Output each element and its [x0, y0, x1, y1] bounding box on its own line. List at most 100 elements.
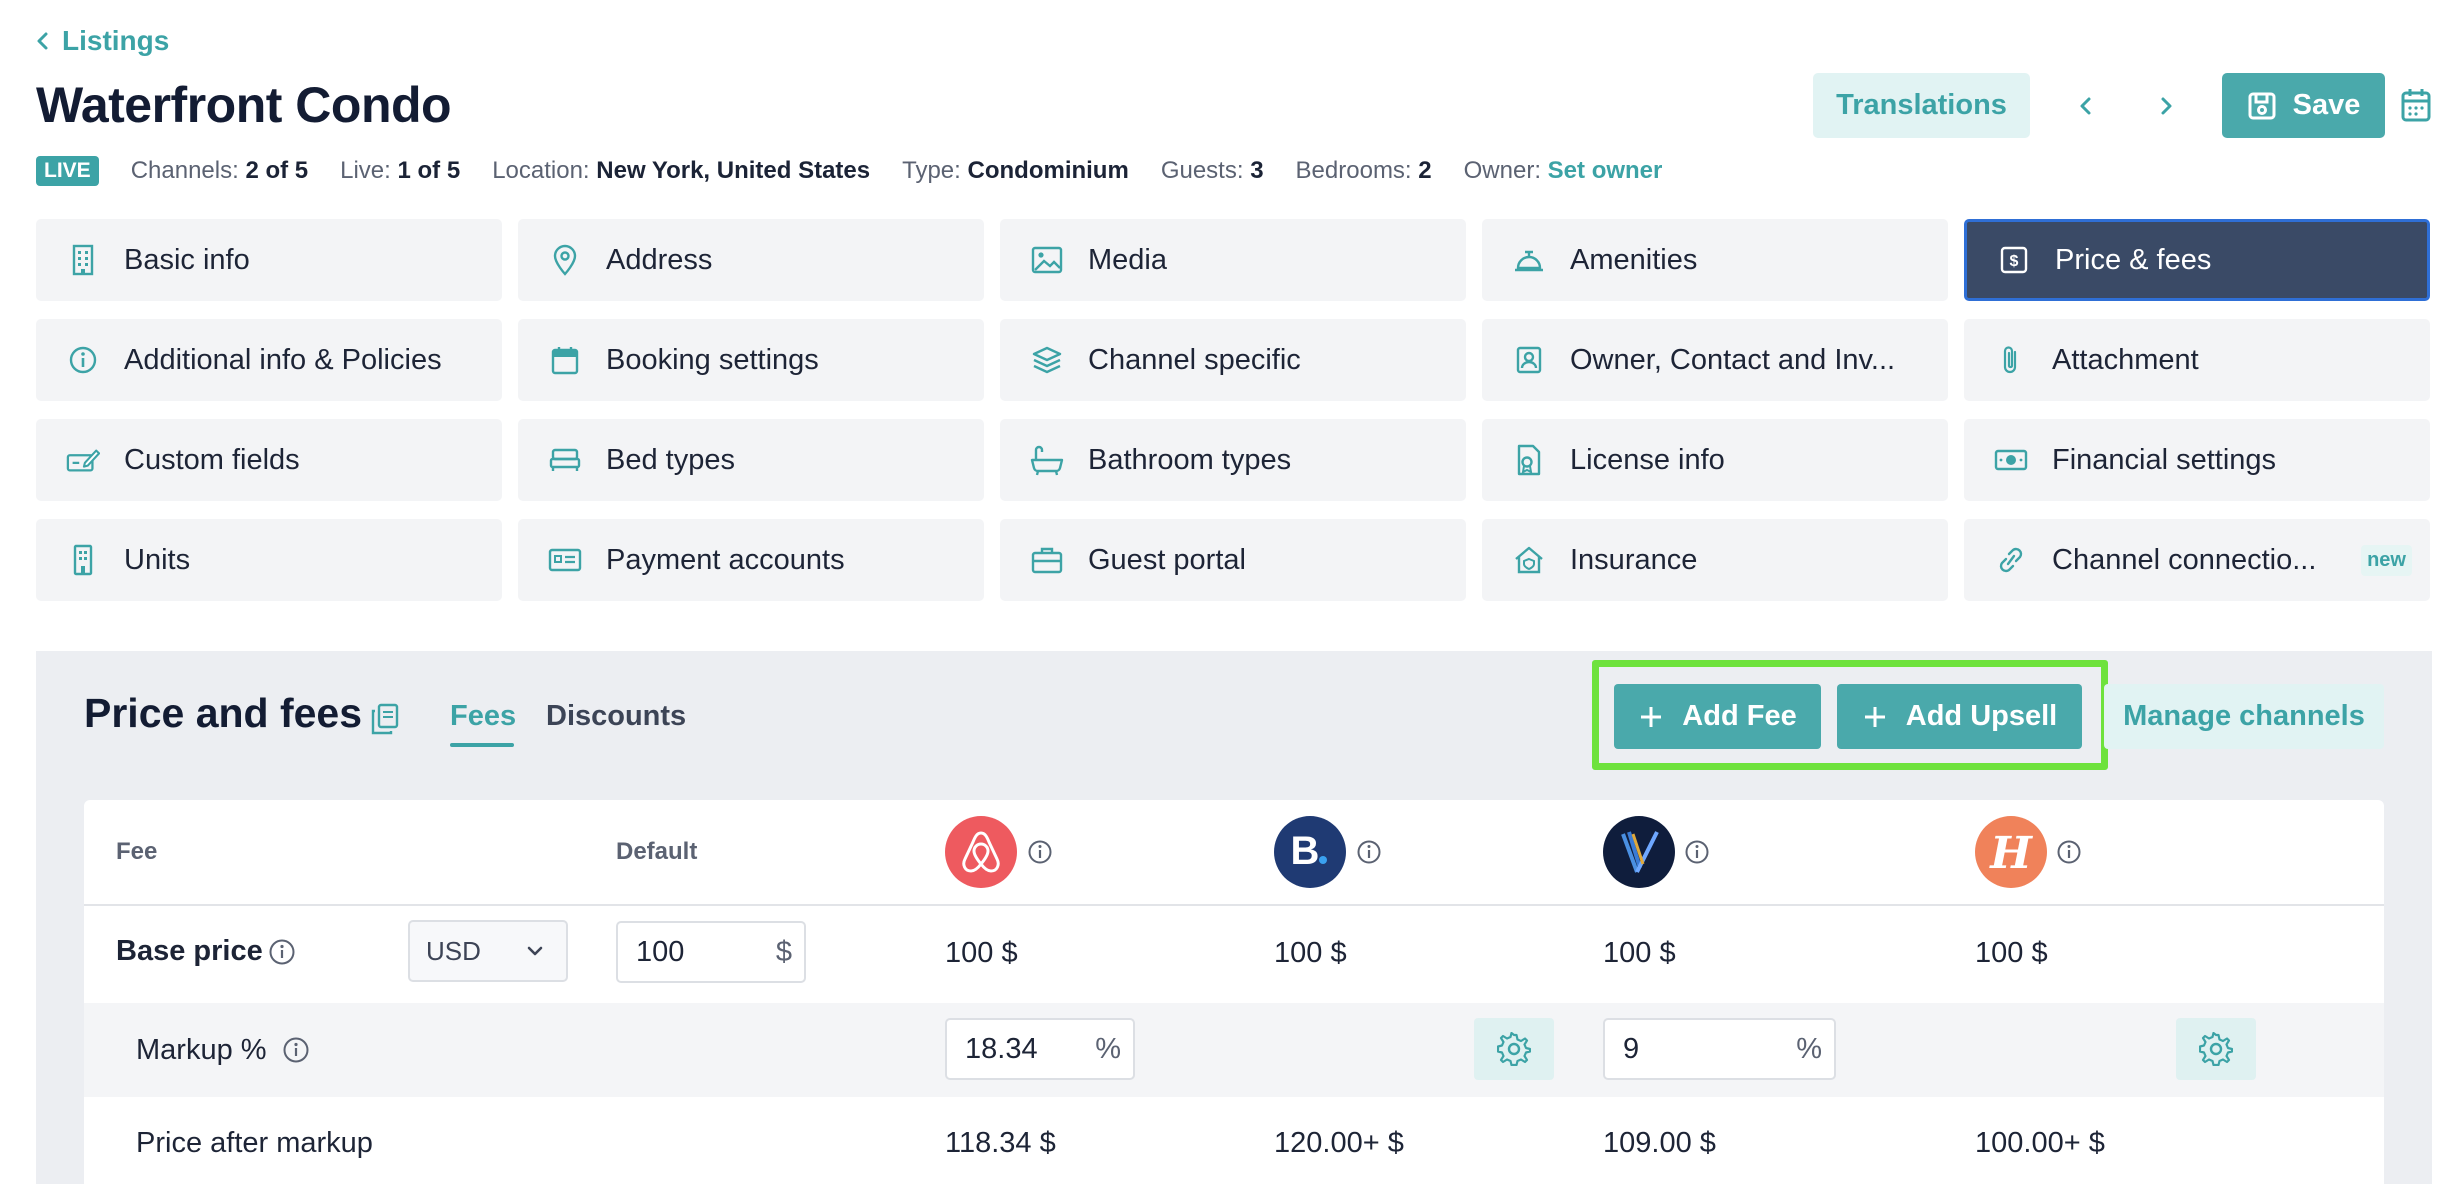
info-icon[interactable] [268, 938, 296, 966]
houfy-markup-settings-button[interactable] [2176, 1018, 2256, 1080]
tile-basic-info[interactable]: Basic info [36, 219, 502, 301]
tile-owner-contact[interactable]: Owner, Contact and Inv... [1482, 319, 1948, 401]
service-bell-icon [1512, 243, 1546, 277]
tile-channel-specific[interactable]: Channel specific [1000, 319, 1466, 401]
add-fee-button[interactable]: Add Fee [1614, 684, 1821, 749]
edit-field-icon [66, 443, 100, 477]
tile-amenities[interactable]: Amenities [1482, 219, 1948, 301]
tile-guest-portal[interactable]: Guest portal [1000, 519, 1466, 601]
markup-airbnb-input[interactable]: 18.34 % [945, 1018, 1135, 1080]
add-upsell-button[interactable]: Add Upsell [1837, 684, 2082, 749]
listing-meta: LIVE Channels: 2 of 5 Live: 1 of 5 Locat… [36, 154, 1694, 188]
tile-custom-fields[interactable]: Custom fields [36, 419, 502, 501]
type-meta: Type: Condominium [902, 157, 1129, 184]
tab-fees[interactable]: Fees [450, 700, 517, 732]
tile-bed-types[interactable]: Bed types [518, 419, 984, 501]
tile-financial-settings[interactable]: Financial settings [1964, 419, 2430, 501]
tile-insurance[interactable]: Insurance [1482, 519, 1948, 601]
info-icon[interactable] [282, 1036, 310, 1064]
new-badge: new [2361, 544, 2412, 576]
price-after-markup-vrbo: 109.00 $ [1603, 1127, 1716, 1159]
next-listing-button[interactable] [2146, 86, 2186, 126]
back-link-label: Listings [62, 25, 170, 56]
add-upsell-label: Add Upsell [1905, 700, 2058, 732]
calendar-icon [548, 343, 582, 377]
listing-sections-grid: Basic info Address Media Amenities $ Pri… [36, 219, 2430, 601]
tile-additional-info[interactable]: Additional info & Policies [36, 319, 502, 401]
info-icon[interactable] [2056, 839, 2082, 865]
airbnb-logo [945, 816, 1017, 888]
map-pin-icon [548, 243, 582, 277]
house-shield-icon [1512, 543, 1546, 577]
plus-icon [1638, 704, 1664, 730]
contact-card-icon [1512, 343, 1546, 377]
dollar-square-icon: $ [1997, 243, 2031, 277]
tile-media[interactable]: Media [1000, 219, 1466, 301]
tile-attachment[interactable]: Attachment [1964, 319, 2430, 401]
manage-channels-button[interactable]: Manage channels [2104, 684, 2384, 749]
tile-address[interactable]: Address [518, 219, 984, 301]
info-icon[interactable] [1356, 839, 1382, 865]
bed-icon [548, 443, 582, 477]
save-button-label: Save [2292, 89, 2361, 121]
back-link[interactable]: Listings [36, 24, 169, 58]
gear-icon [1497, 1032, 1531, 1066]
license-icon [1512, 443, 1546, 477]
calendar-icon[interactable] [2400, 87, 2432, 123]
floppy-disk-icon [2247, 91, 2277, 121]
tile-payment-accounts[interactable]: Payment accounts [518, 519, 984, 601]
base-price-vrbo: 100 $ [1603, 937, 1676, 969]
payment-card-icon [548, 543, 582, 577]
header-divider [84, 904, 2384, 906]
tile-channel-connections[interactable]: Channel connectio... new [1964, 519, 2430, 601]
tile-license-info[interactable]: License info [1482, 419, 1948, 501]
plus-icon [1862, 704, 1888, 730]
booking-markup-settings-button[interactable] [1474, 1018, 1554, 1080]
column-header-fee: Fee [116, 838, 158, 865]
active-tab-indicator [450, 743, 514, 747]
column-header-default: Default [616, 838, 698, 865]
tab-discounts[interactable]: Discounts [546, 700, 687, 732]
tile-price-and-fees[interactable]: $ Price & fees [1964, 219, 2430, 301]
money-icon [1994, 443, 2028, 477]
svg-text:H: H [1988, 828, 2033, 879]
link-icon [1994, 543, 2028, 577]
translations-button[interactable]: Translations [1813, 73, 2030, 138]
channels-meta: Channels: 2 of 5 [130, 157, 309, 184]
price-after-markup-airbnb: 118.34 $ [945, 1127, 1056, 1159]
price-after-markup-booking: 120.00+ $ [1274, 1127, 1404, 1159]
save-button[interactable]: Save [2222, 73, 2385, 138]
booking-logo: B [1274, 816, 1346, 888]
copy-icon[interactable] [370, 703, 400, 735]
markup-vrbo-input[interactable]: 9 % [1603, 1018, 1836, 1080]
tile-booking-settings[interactable]: Booking settings [518, 319, 984, 401]
guests-meta: Guests: 3 [1160, 157, 1264, 184]
price-after-markup-houfy: 100.00+ $ [1975, 1127, 2105, 1159]
tile-bathroom-types[interactable]: Bathroom types [1000, 419, 1466, 501]
briefcase-icon [1030, 543, 1064, 577]
section-title: Price and fees [84, 690, 363, 736]
owner-meta: Owner: Set owner [1463, 157, 1663, 184]
default-price-input[interactable]: 100 $ [616, 921, 806, 983]
houfy-logo: H [1975, 816, 2047, 888]
chevron-left-icon [2079, 95, 2093, 117]
chevron-right-icon [2159, 95, 2173, 117]
paperclip-icon [1994, 343, 2028, 377]
markup-label: Markup % [136, 1034, 267, 1066]
tile-units[interactable]: Units [36, 519, 502, 601]
add-fee-label: Add Fee [1682, 700, 1797, 732]
svg-text:B: B [1291, 829, 1320, 873]
currency-select[interactable]: USD [408, 920, 568, 982]
base-price-airbnb: 100 $ [945, 937, 1018, 969]
image-icon [1030, 243, 1064, 277]
info-circle-icon [66, 343, 100, 377]
live-meta: Live: 1 of 5 [340, 157, 461, 184]
info-icon[interactable] [1684, 839, 1710, 865]
units-building-icon [66, 543, 100, 577]
set-owner-link[interactable]: Set owner [1547, 157, 1663, 184]
bathtub-icon [1030, 443, 1064, 477]
chevron-left-icon [36, 31, 50, 51]
info-icon[interactable] [1027, 839, 1053, 865]
previous-listing-button[interactable] [2066, 86, 2106, 126]
price-after-markup-label: Price after markup [136, 1127, 373, 1159]
